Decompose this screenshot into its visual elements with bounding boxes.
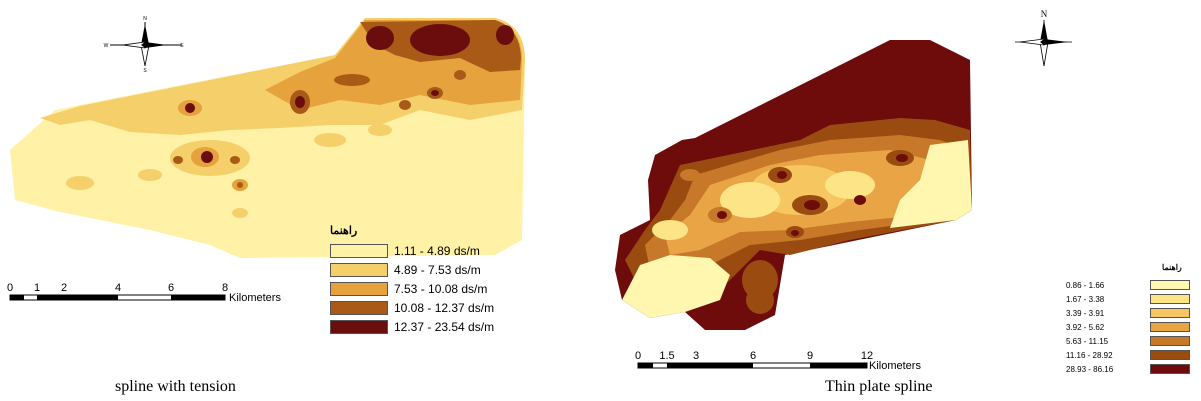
left-legend-swatch bbox=[330, 281, 388, 296]
right-legend-label: 5.63 - 11.15 bbox=[1066, 336, 1109, 346]
left-compass-w: W bbox=[104, 43, 109, 49]
left-scale-tick: 6 bbox=[168, 282, 174, 294]
right-scale-tick: 6 bbox=[750, 350, 756, 362]
left-compass-n: N bbox=[143, 16, 147, 22]
right-map-caption: Thin plate spline bbox=[825, 378, 933, 395]
left-map-svg: N S W E bbox=[7, 16, 525, 304]
right-map-svg: N bbox=[615, 9, 1072, 372]
right-legend-item: 0.86 - 1.66 bbox=[1066, 278, 1201, 292]
right-legend-swatch bbox=[1150, 322, 1190, 332]
left-compass-e: E bbox=[180, 43, 184, 49]
right-legend-label: 3.92 - 5.62 bbox=[1066, 322, 1105, 332]
right-legend: راهنما 0.86 - 1.66 1.67 - 3.38 3.39 - 3.91… bbox=[1066, 263, 1201, 376]
right-map-panel: N bbox=[600, 0, 1201, 401]
left-scale-bar: 0 1 2 4 6 8 Kilometers bbox=[7, 282, 282, 304]
right-legend-label: 0.86 - 1.66 bbox=[1066, 280, 1105, 290]
right-compass-n: N bbox=[1041, 9, 1048, 19]
left-legend-label: 1.11 - 4.89 ds/m bbox=[394, 243, 480, 258]
left-legend-item: 10.08 - 12.37 ds/m bbox=[330, 298, 494, 317]
right-scale-unit: Kilometers bbox=[869, 360, 921, 372]
right-north-arrow-icon: N bbox=[1015, 9, 1072, 67]
left-legend-label: 12.37 - 23.54 ds/m bbox=[394, 319, 495, 334]
left-scale-tick: 1 bbox=[34, 282, 40, 294]
left-legend-swatch bbox=[330, 300, 388, 315]
left-compass-s: S bbox=[143, 68, 147, 74]
left-map-panel: N S W E bbox=[0, 0, 600, 401]
left-legend-label: 10.08 - 12.37 ds/m bbox=[394, 300, 495, 315]
right-legend-swatch bbox=[1150, 308, 1190, 318]
right-legend-title: راهنما bbox=[1162, 263, 1182, 272]
left-north-arrow-icon: N S W E bbox=[104, 16, 185, 74]
left-map-surface bbox=[10, 18, 525, 258]
right-legend-label: 1.67 - 3.38 bbox=[1066, 294, 1105, 304]
right-legend-item: 28.93 - 86.16 bbox=[1066, 362, 1201, 376]
left-legend: راهنما 1.11 - 4.89 ds/m 4.89 - 7.53 ds/m 7… bbox=[330, 224, 494, 336]
right-legend-label: 3.39 - 3.91 bbox=[1066, 308, 1105, 318]
right-legend-label: 28.93 - 86.16 bbox=[1066, 364, 1114, 374]
right-scale-tick: 12 bbox=[861, 350, 873, 362]
left-scale-tick: 0 bbox=[7, 282, 13, 294]
right-scale-tick: 3 bbox=[693, 350, 699, 362]
left-scale-unit: Kilometers bbox=[229, 292, 281, 304]
left-map-caption: spline with tension bbox=[115, 378, 236, 395]
left-scale-tick: 2 bbox=[61, 282, 67, 294]
left-scale-tick: 4 bbox=[115, 282, 121, 294]
right-legend-swatch bbox=[1150, 294, 1190, 304]
right-scale-tick: 9 bbox=[807, 350, 813, 362]
right-legend-swatch bbox=[1150, 364, 1190, 374]
left-legend-label: 7.53 - 10.08 ds/m bbox=[394, 281, 488, 296]
right-legend-swatch bbox=[1150, 336, 1190, 346]
right-scale-tick: 0 bbox=[635, 350, 641, 362]
left-legend-swatch bbox=[330, 243, 388, 258]
left-legend-label: 4.89 - 7.53 ds/m bbox=[394, 262, 481, 277]
right-scale-tick: 1.5 bbox=[659, 350, 674, 362]
right-legend-item: 3.39 - 3.91 bbox=[1066, 306, 1201, 320]
left-legend-item: 12.37 - 23.54 ds/m bbox=[330, 317, 494, 336]
left-legend-item: 1.11 - 4.89 ds/m bbox=[330, 241, 494, 260]
right-legend-label: 11.16 - 28.92 bbox=[1066, 350, 1113, 360]
left-legend-item: 4.89 - 7.53 ds/m bbox=[330, 260, 494, 279]
right-legend-item: 1.67 - 3.38 bbox=[1066, 292, 1201, 306]
right-legend-item: 5.63 - 11.15 bbox=[1066, 334, 1201, 348]
right-legend-item: 11.16 - 28.92 bbox=[1066, 348, 1201, 362]
left-legend-swatch bbox=[330, 262, 388, 277]
left-scale-tick: 8 bbox=[222, 282, 228, 294]
left-legend-item: 7.53 - 10.08 ds/m bbox=[330, 279, 494, 298]
right-map-surface bbox=[615, 40, 972, 330]
right-legend-swatch bbox=[1150, 350, 1190, 360]
left-legend-title: راهنما bbox=[330, 225, 358, 237]
left-legend-swatch bbox=[330, 319, 388, 334]
right-scale-bar: 0 1.5 3 6 9 12 Kilometers bbox=[635, 350, 922, 372]
right-legend-item: 3.92 - 5.62 bbox=[1066, 320, 1201, 334]
right-legend-swatch bbox=[1150, 280, 1190, 290]
